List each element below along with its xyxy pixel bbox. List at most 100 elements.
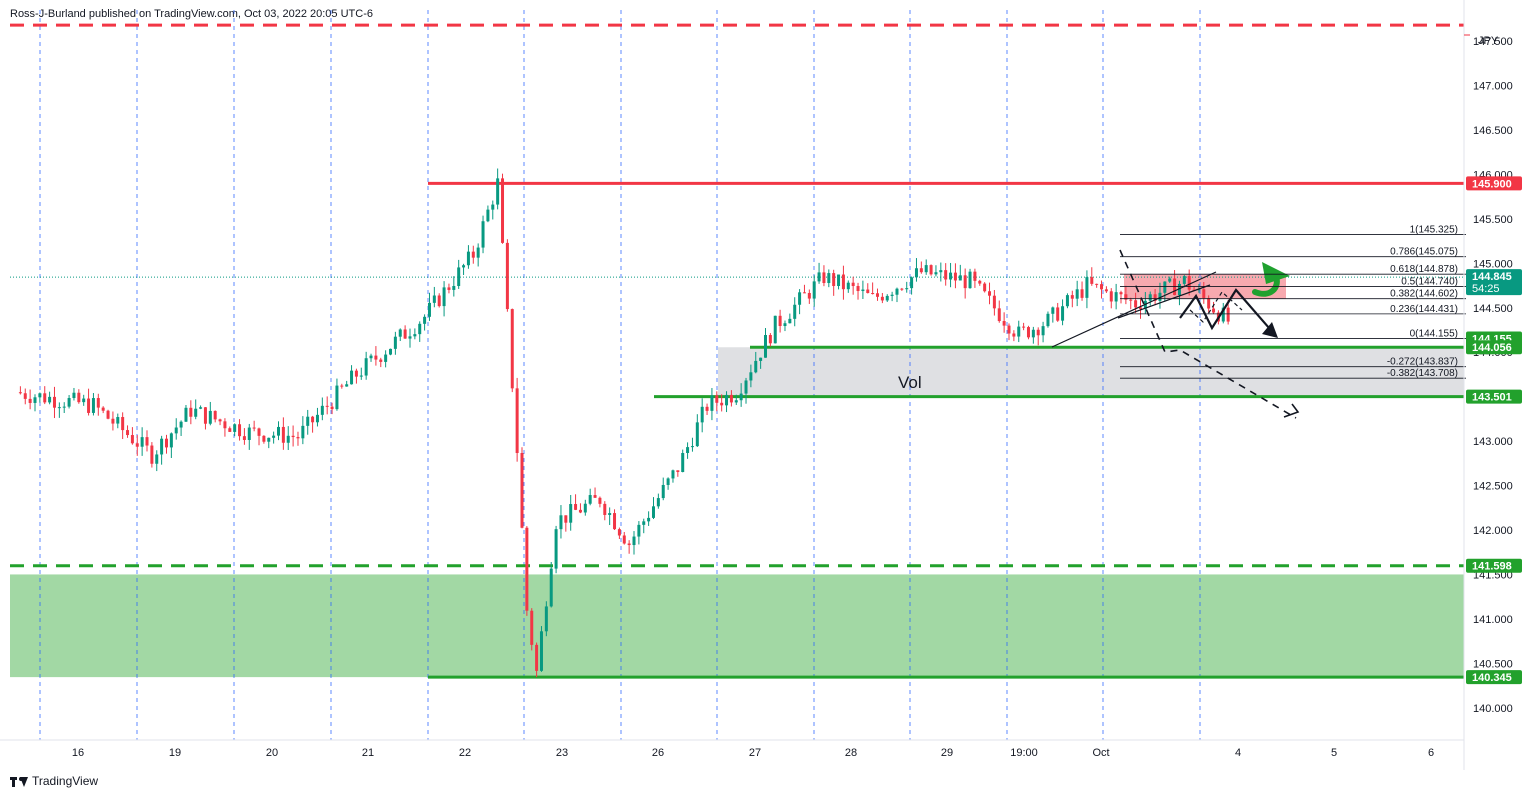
candle-body-15 <box>91 398 95 413</box>
x-tick-9: 29 <box>941 747 953 759</box>
candle-body-47 <box>247 427 251 440</box>
candle-body-37 <box>199 407 203 409</box>
candle-body-228 <box>1129 299 1133 301</box>
candle-body-192 <box>953 272 957 281</box>
candle-body-147 <box>734 400 738 403</box>
x-tick-13: 5 <box>1331 747 1337 759</box>
candle-body-152 <box>759 357 763 361</box>
bullish-arrow-head-icon <box>1262 262 1290 284</box>
candle-body-164 <box>817 272 821 282</box>
y-tick-15: 140.000 <box>1473 703 1513 715</box>
candle-body-176 <box>876 293 880 297</box>
candle-body-137 <box>686 447 690 454</box>
candles-layer <box>18 168 1230 678</box>
candle-body-54 <box>281 426 285 443</box>
candle-body-185 <box>919 268 923 273</box>
candle-body-127 <box>637 524 641 537</box>
candle-body-97 <box>491 204 495 210</box>
candle-body-248 <box>1226 307 1230 322</box>
candle-body-197 <box>978 280 982 284</box>
candle-body-82 <box>418 323 422 335</box>
candle-body-84 <box>427 302 431 317</box>
candle-body-113 <box>569 504 573 523</box>
footer-brand[interactable]: TradingView <box>10 774 98 788</box>
candle-body-162 <box>807 292 811 299</box>
candle-body-98 <box>496 178 500 205</box>
candle-body-135 <box>676 470 680 473</box>
candle-body-46 <box>242 436 246 440</box>
price-tag-label-2: 144.056 <box>1472 342 1512 354</box>
candle-body-145 <box>725 394 729 406</box>
candle-body-216 <box>1070 295 1074 299</box>
y-tick-10: 142.500 <box>1473 481 1513 493</box>
dashed-arrow-head-icon <box>1283 403 1300 418</box>
y-tick-2: 146.500 <box>1473 125 1513 137</box>
candle-body-199 <box>988 291 992 296</box>
projection-path-bearish <box>1179 288 1277 337</box>
price-tag-label-5: 140.345 <box>1472 672 1512 684</box>
candle-body-23 <box>130 435 134 444</box>
candle-body-31 <box>169 433 173 448</box>
candle-body-217 <box>1075 289 1079 299</box>
candle-body-142 <box>710 395 714 411</box>
candle-body-200 <box>992 295 996 309</box>
candle-body-94 <box>476 247 480 258</box>
projection-path-down <box>1119 249 1297 419</box>
candle-body-87 <box>442 287 446 307</box>
candle-body-207 <box>1026 327 1030 338</box>
candle-body-193 <box>958 275 962 281</box>
candle-body-8 <box>57 407 61 409</box>
candle-body-196 <box>973 271 977 281</box>
candle-body-124 <box>622 535 626 544</box>
candle-body-5 <box>43 393 47 403</box>
candle-body-88 <box>447 287 451 290</box>
candle-body-136 <box>681 453 685 473</box>
candle-body-36 <box>194 408 198 417</box>
candle-body-220 <box>1090 277 1094 284</box>
candle-body-195 <box>968 271 972 289</box>
candle-body-172 <box>856 286 860 292</box>
demand-zone <box>10 574 1464 678</box>
candle-body-226 <box>1119 292 1123 295</box>
candle-body-180 <box>895 288 899 295</box>
candle-body-235 <box>1163 281 1167 293</box>
bearish-arrow-icon <box>1262 322 1278 338</box>
candle-body-118 <box>593 495 597 498</box>
candle-body-102 <box>515 388 519 453</box>
price-tag-0 <box>1466 176 1522 191</box>
candle-body-77 <box>393 336 397 349</box>
fib-label-7: -0.272(143.837) <box>1387 357 1458 368</box>
y-tick-14: 140.500 <box>1473 658 1513 670</box>
y-tick-6: 144.500 <box>1473 303 1513 315</box>
candle-body-206 <box>1022 326 1026 328</box>
candle-body-29 <box>160 438 164 455</box>
candle-body-32 <box>174 427 178 434</box>
candle-body-100 <box>505 242 509 310</box>
candle-body-34 <box>184 407 188 422</box>
price-tag-label-4: 141.598 <box>1472 561 1512 573</box>
fib-label-5: 0.236(144.431) <box>1390 304 1458 315</box>
candle-body-11 <box>72 392 76 399</box>
price-tag-2 <box>1466 340 1522 355</box>
fib-label-2: 0.618(144.878) <box>1390 264 1458 275</box>
levels-layer <box>10 23 1464 679</box>
x-tick-6: 26 <box>652 747 664 759</box>
x-tick-11: Oct <box>1092 747 1109 759</box>
candle-body-149 <box>744 380 748 394</box>
candle-body-61 <box>315 414 319 423</box>
candle-body-78 <box>398 329 402 337</box>
candle-body-71 <box>364 358 368 376</box>
candle-body-210 <box>1041 326 1045 336</box>
fib-label-3: 0.5(144.740) <box>1401 276 1458 287</box>
candle-body-30 <box>164 438 168 448</box>
candle-body-109 <box>549 568 553 607</box>
candle-body-151 <box>754 360 758 373</box>
candle-body-105 <box>530 610 534 645</box>
candle-body-6 <box>48 396 52 403</box>
candle-body-10 <box>67 398 71 407</box>
candle-body-65 <box>335 385 339 410</box>
candle-body-18 <box>106 410 110 419</box>
candle-body-115 <box>578 509 582 513</box>
candle-body-24 <box>135 443 139 447</box>
